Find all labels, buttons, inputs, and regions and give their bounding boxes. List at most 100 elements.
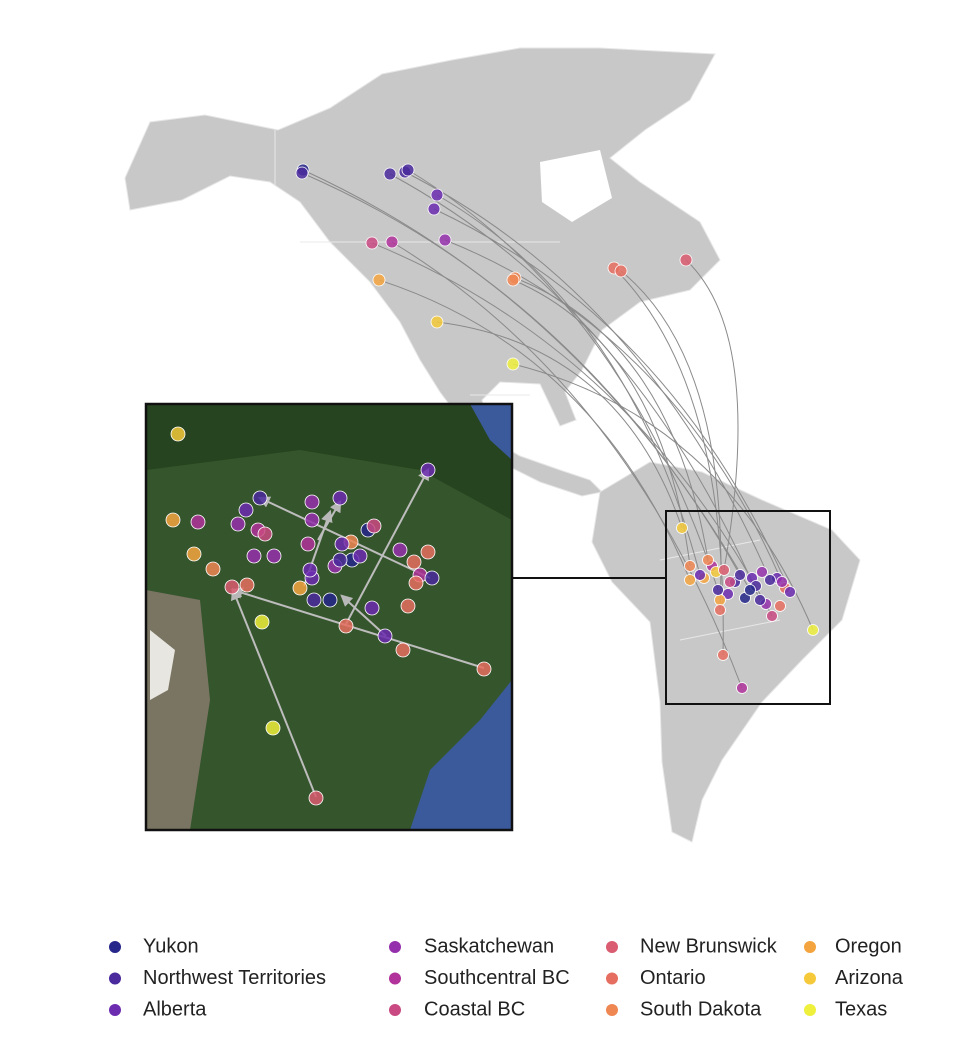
track [613, 267, 724, 656]
ocean [410, 680, 512, 830]
point [506, 273, 520, 287]
snow [150, 630, 175, 700]
ocean-north [470, 404, 512, 460]
point [400, 598, 416, 614]
legend-label: Yukon [143, 935, 199, 957]
point [722, 588, 734, 600]
point [246, 548, 262, 564]
point [265, 720, 281, 736]
point [338, 618, 354, 634]
point [756, 566, 768, 578]
point [430, 315, 444, 329]
point [506, 357, 520, 371]
track [371, 242, 773, 617]
track [444, 239, 783, 583]
point [224, 579, 240, 595]
point [420, 544, 436, 560]
point [352, 548, 368, 564]
legend-label: Southcentral BC [424, 967, 570, 989]
legend-swatch [389, 941, 401, 953]
legend-swatch [804, 1004, 816, 1016]
point [714, 594, 726, 606]
point [230, 516, 246, 532]
point [614, 264, 628, 278]
track [512, 363, 814, 631]
point [438, 233, 452, 247]
legend-label: New Brunswick [640, 935, 778, 957]
inset-points [165, 426, 492, 806]
point [254, 614, 270, 630]
inset-arrow [345, 467, 430, 625]
point [304, 494, 320, 510]
point [427, 202, 441, 216]
point [239, 577, 255, 593]
track [407, 169, 719, 591]
legend-swatch [606, 972, 618, 985]
point [292, 580, 308, 596]
point [385, 235, 399, 249]
inset-arrow [231, 587, 317, 798]
legend-label: Alberta [143, 998, 207, 1020]
track [620, 270, 722, 611]
legend-swatch [606, 1004, 618, 1016]
point [332, 552, 348, 568]
point [238, 502, 254, 518]
point [784, 586, 796, 598]
point [420, 462, 436, 478]
point [744, 584, 756, 596]
track [512, 279, 691, 567]
legend-swatch [389, 1004, 401, 1016]
track [433, 208, 791, 593]
point [295, 166, 309, 180]
legend-label: Saskatchewan [424, 935, 554, 957]
point [377, 628, 393, 644]
point [718, 564, 730, 576]
point [165, 512, 181, 528]
point [714, 604, 726, 616]
point [334, 536, 350, 552]
point [308, 790, 324, 806]
inset-arrow [317, 499, 342, 541]
track [301, 172, 741, 576]
borders [274, 130, 781, 641]
legend-swatch [606, 941, 618, 953]
point [734, 569, 746, 581]
legend-swatch [109, 972, 121, 985]
hudson-bay [540, 150, 612, 222]
track [378, 279, 691, 581]
point [724, 576, 736, 588]
migration-tracks [301, 169, 814, 689]
point [322, 592, 338, 608]
point [807, 624, 819, 636]
point [406, 554, 422, 570]
point [170, 426, 186, 442]
point [186, 546, 202, 562]
point [776, 576, 788, 588]
point [676, 522, 688, 534]
point [424, 570, 440, 586]
legend-label: Northwest Territories [143, 967, 326, 989]
point [717, 649, 729, 661]
point [401, 163, 415, 177]
track [436, 194, 701, 576]
legend-swatch [109, 1004, 121, 1016]
forest [146, 404, 512, 520]
point [365, 236, 379, 250]
point [684, 560, 696, 572]
point [304, 512, 320, 528]
legend-swatch [804, 941, 816, 953]
point [364, 600, 380, 616]
inset-arrow [230, 587, 485, 669]
track [514, 277, 709, 561]
point [205, 561, 221, 577]
point [366, 518, 382, 534]
legend-swatch [804, 972, 816, 985]
point [766, 610, 778, 622]
point [679, 253, 693, 267]
inset-arrow [340, 594, 387, 637]
legend-label: Texas [835, 998, 887, 1020]
point [383, 167, 397, 181]
point [332, 490, 348, 506]
point [300, 536, 316, 552]
